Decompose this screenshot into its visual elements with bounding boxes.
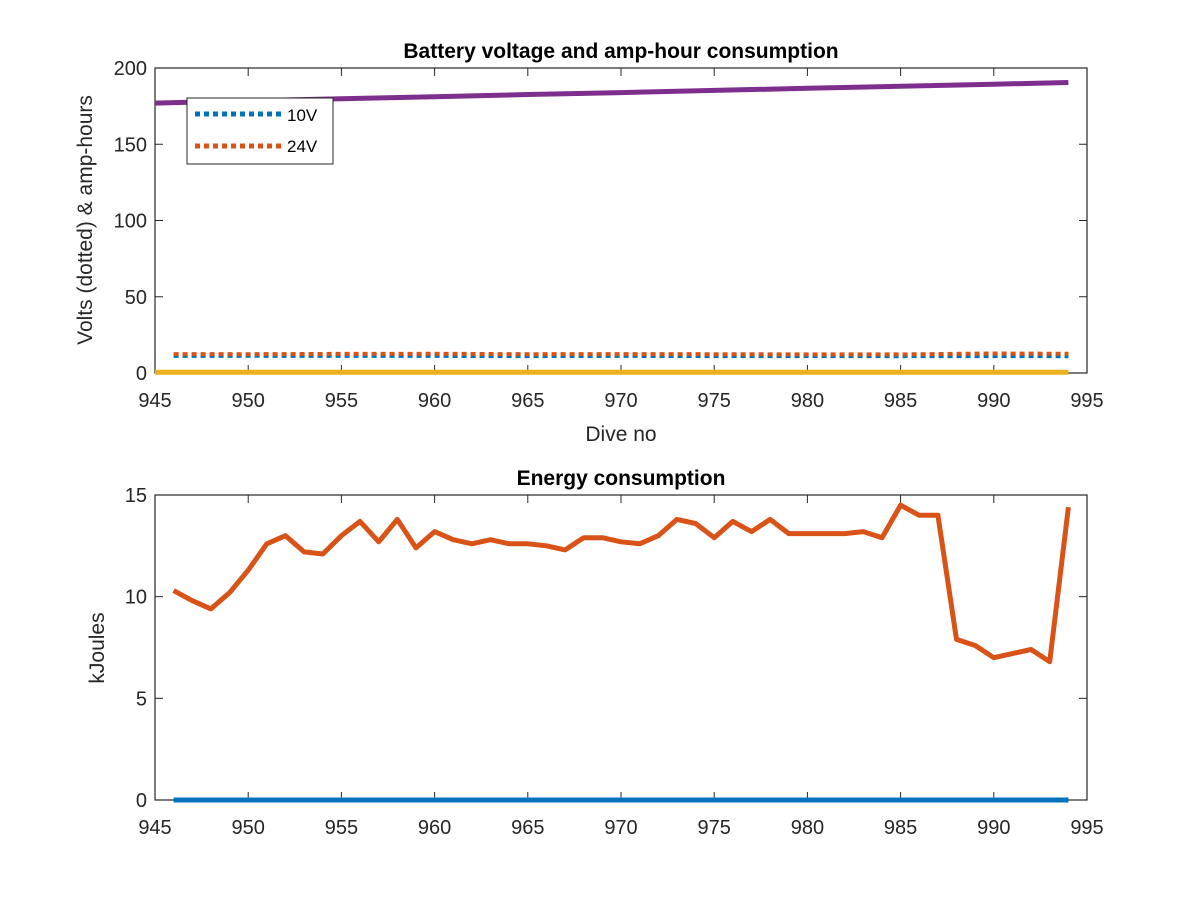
top-x-tick-label: 995	[1070, 390, 1103, 412]
legend-label-10v: 10V	[287, 106, 318, 125]
top-x-tick-label: 970	[604, 390, 637, 412]
bottom-x-tick-labels: 945 950 955 960 965 970 975 980 985 990 995	[138, 817, 1103, 839]
bottom-chart-title: Energy consumption	[517, 467, 726, 490]
bottom-y-axis-label: kJoules	[86, 612, 109, 683]
bottom-x-tick-label: 945	[138, 817, 171, 839]
bottom-x-tick-label: 965	[511, 817, 544, 839]
top-y-axis-label: Volts (dotted) & amp-hours	[74, 95, 97, 345]
bottom-y-tick-label: 10	[125, 587, 147, 609]
top-y-tick-label: 100	[114, 211, 147, 233]
bottom-y-tick-labels: 0 5 10 15	[125, 485, 147, 812]
top-legend: 10V 24V	[186, 97, 334, 165]
top-x-tick-labels: 945 950 955 960 965 970 975 980 985 990 995	[138, 390, 1103, 412]
legend-label-24v: 24V	[287, 137, 318, 156]
bottom-x-tick-label: 985	[884, 817, 917, 839]
bottom-x-tick-label: 950	[232, 817, 265, 839]
bottom-x-tick-label: 990	[977, 817, 1010, 839]
top-chart-title: Battery voltage and amp-hour consumption	[403, 40, 838, 63]
bottom-x-tick-label: 970	[604, 817, 637, 839]
bottom-x-tick-label: 955	[325, 817, 358, 839]
top-y-tick-label: 200	[114, 58, 147, 80]
bottom-x-tick-label: 960	[418, 817, 451, 839]
chart-energy-consumption: 945 950 955 960 965 970 975 980 985 990 995 0 5 10 15…	[86, 467, 1104, 839]
top-y-tick-labels: 0 50 100 150 200	[114, 58, 147, 385]
bottom-x-tick-label: 975	[698, 817, 731, 839]
legend-box	[186, 97, 334, 165]
top-x-axis-label: Dive no	[585, 423, 656, 446]
top-y-tick-label: 0	[136, 363, 147, 385]
top-series-line-1	[173, 351, 1069, 357]
top-x-tick-label: 985	[884, 390, 917, 412]
bottom-axes-box	[154, 494, 1088, 801]
top-y-tick-label: 50	[125, 287, 147, 309]
top-x-tick-label: 990	[977, 390, 1010, 412]
top-x-tick-label: 980	[791, 390, 824, 412]
top-x-tick-label: 955	[325, 390, 358, 412]
bottom-x-tick-label: 980	[791, 817, 824, 839]
bottom-series-line-1	[172, 502, 1071, 665]
top-x-tick-label: 965	[511, 390, 544, 412]
bottom-y-tick-label: 5	[136, 688, 147, 710]
bottom-y-tick-label: 0	[136, 790, 147, 812]
bottom-series-group	[172, 502, 1071, 803]
top-y-tick-label: 150	[114, 134, 147, 156]
top-x-tick-label: 945	[138, 390, 171, 412]
top-x-tick-label: 950	[232, 390, 265, 412]
top-x-tick-label: 960	[418, 390, 451, 412]
chart-battery-voltage: 945 950 955 960 965 970 975 980 985 990 995 0 50 100…	[74, 40, 1104, 446]
bottom-y-tick-label: 15	[125, 485, 147, 507]
top-x-tick-label: 975	[698, 390, 731, 412]
bottom-x-tick-label: 995	[1070, 817, 1103, 839]
